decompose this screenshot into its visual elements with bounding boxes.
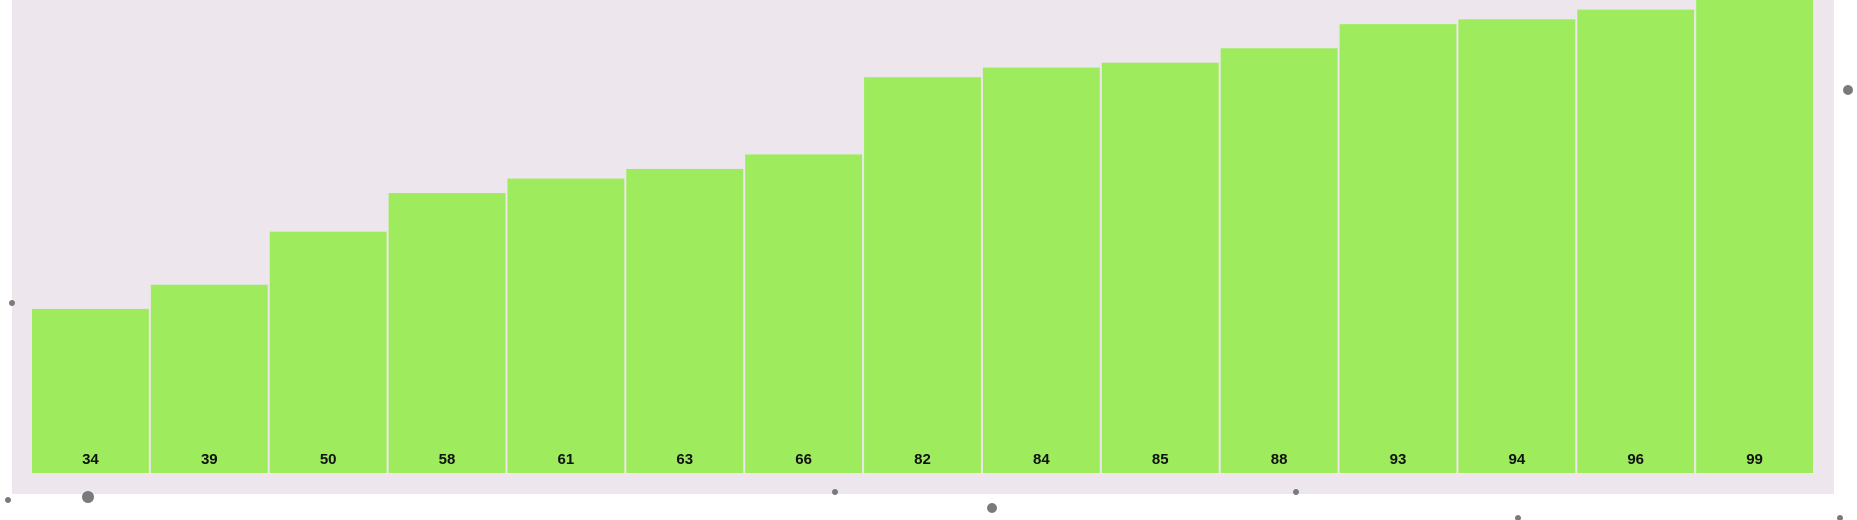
bar-58 <box>388 193 506 473</box>
bar-99 <box>1696 0 1813 473</box>
bar-34 <box>32 308 149 473</box>
decorative-dot <box>987 503 997 513</box>
bar-value-label: 93 <box>1390 451 1407 468</box>
decorative-dot <box>1843 85 1853 95</box>
bar-94 <box>1458 19 1576 474</box>
bar-value-label: 61 <box>558 451 575 468</box>
bar-61 <box>507 178 625 473</box>
decorative-dot <box>5 497 11 503</box>
bars-group <box>32 0 1813 474</box>
bar-39 <box>150 284 268 473</box>
bar-93 <box>1339 24 1457 473</box>
bar-value-label: 85 <box>1152 451 1169 468</box>
bar-value-label: 82 <box>914 451 931 468</box>
decorative-dots-group <box>5 85 1853 520</box>
bar-value-label: 84 <box>1033 451 1050 468</box>
bar-96 <box>1577 9 1695 474</box>
bar-value-label: 50 <box>320 451 337 468</box>
bar-value-label: 58 <box>439 451 456 468</box>
bar-50 <box>269 231 387 473</box>
bar-85 <box>1101 62 1219 474</box>
bar-63 <box>626 168 744 473</box>
bar-value-label: 66 <box>795 451 812 468</box>
bar-value-label: 88 <box>1271 451 1288 468</box>
data-labels-group: 34 39 50 58 61 63 66 82 84 85 88 93 94 96 99 <box>82 451 1763 468</box>
bar-88 <box>1220 48 1338 474</box>
decorative-dot <box>82 491 94 503</box>
bar-value-label: 39 <box>201 451 218 468</box>
bar-84 <box>982 67 1100 473</box>
bar-66 <box>745 154 863 473</box>
bar-value-label: 99 <box>1746 451 1763 468</box>
bar-value-label: 96 <box>1627 451 1644 468</box>
decorative-dot <box>832 489 838 495</box>
bar-value-label: 94 <box>1508 451 1525 468</box>
decorative-dot <box>1293 489 1299 495</box>
decorative-dot <box>1515 515 1521 520</box>
decorative-dot <box>1837 515 1843 520</box>
bar-value-label: 63 <box>676 451 693 468</box>
bar-value-label: 34 <box>82 451 99 468</box>
bar-82 <box>864 77 981 473</box>
decorative-dot <box>9 300 15 306</box>
